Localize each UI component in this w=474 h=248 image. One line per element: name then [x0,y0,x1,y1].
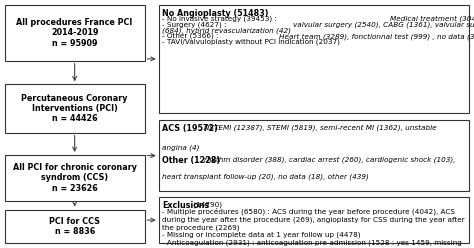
Text: - Surgery (4627) :: - Surgery (4627) : [162,22,229,28]
Text: : rhythm disorder (388), cardiac arrest (260), cardiogenic shock (103),: : rhythm disorder (388), cardiac arrest … [197,156,455,163]
Text: (684), hybrid revascularization (42): (684), hybrid revascularization (42) [162,27,291,34]
Text: heart transplant follow-up (20), no data (18), other (439): heart transplant follow-up (20), no data… [162,174,369,181]
Text: All procedures France PCI
2014-2019
n = 95909: All procedures France PCI 2014-2019 n = … [17,18,133,48]
Text: - Multiple procédures (6580) : ACS during the year before procedure (4042), ACS
: - Multiple procédures (6580) : ACS durin… [162,208,465,248]
Text: : NSTEMI (12387), STEMI (5819), semi-recent MI (1362), unstable: : NSTEMI (12387), STEMI (5819), semi-rec… [197,124,437,131]
FancyBboxPatch shape [5,155,145,201]
FancyBboxPatch shape [5,210,145,243]
Text: No Angioplasty (51483): No Angioplasty (51483) [162,9,269,18]
FancyBboxPatch shape [5,5,145,61]
Text: All PCI for chronic coronary
syndrom (CCS)
n = 23626: All PCI for chronic coronary syndrom (CC… [13,163,137,193]
Text: ACS (19572): ACS (19572) [162,124,218,133]
Text: - Other (5366) :: - Other (5366) : [162,33,221,39]
Text: - TAVI/Valvuloplasty without PCI indication (2037): - TAVI/Valvuloplasty without PCI indicat… [162,39,340,45]
Text: Other (1228): Other (1228) [162,156,220,165]
Text: Medical treatment (30481), no treatment (8972): Medical treatment (30481), no treatment … [390,16,474,23]
Text: - No invasive strategy (39453) :: - No invasive strategy (39453) : [162,16,279,22]
Text: PCI for CCS
n = 8836: PCI for CCS n = 8836 [49,217,100,236]
FancyBboxPatch shape [5,84,145,133]
FancyBboxPatch shape [159,197,469,243]
Text: (14790): (14790) [191,201,221,208]
FancyBboxPatch shape [159,5,469,113]
FancyBboxPatch shape [159,120,469,191]
Text: Exclusions: Exclusions [162,201,210,210]
Text: Heart team (3289), fonctionnal test (999) , no data (337), other (741): Heart team (3289), fonctionnal test (999… [280,33,474,40]
Text: angina (4): angina (4) [162,145,200,151]
Text: Percutaneous Coronary
Interventions (PCI)
n = 44426: Percutaneous Coronary Interventions (PCI… [21,93,128,124]
Text: valvular surgery (2540), CABG (1361), valvular surgery + CABG: valvular surgery (2540), CABG (1361), va… [293,22,474,28]
